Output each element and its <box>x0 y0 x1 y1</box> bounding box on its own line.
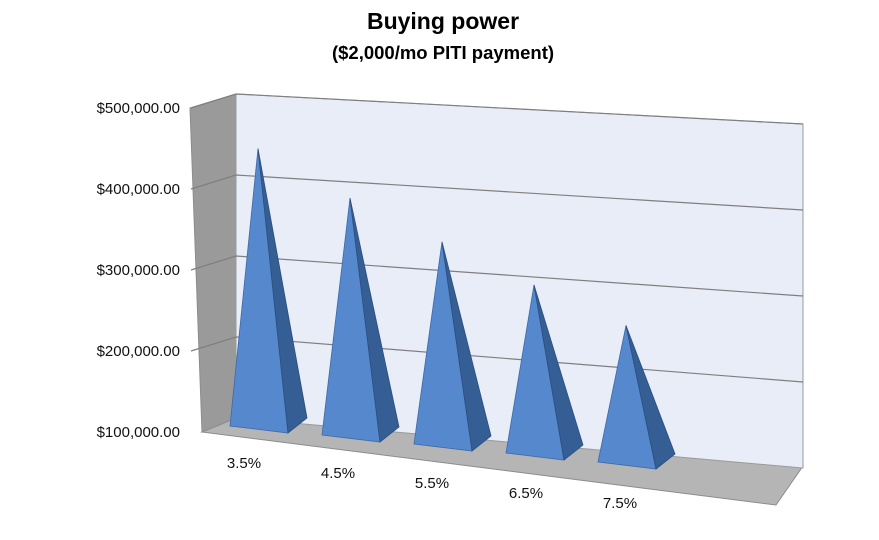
bar <box>321 197 400 443</box>
gridline <box>190 336 804 383</box>
x-tick-label: 6.5% <box>509 485 543 502</box>
bar-side-face <box>257 148 308 434</box>
chart-title: Buying power <box>367 8 519 34</box>
gridline <box>190 93 804 125</box>
gridlines <box>190 93 804 383</box>
bar-side-face <box>441 241 492 452</box>
bar <box>229 148 308 434</box>
bar-side-face <box>625 325 676 470</box>
bar <box>597 325 676 470</box>
x-tick-label: 7.5% <box>603 495 637 512</box>
y-tick-label: $200,000.00 <box>97 343 180 360</box>
bars <box>229 148 676 470</box>
gridline <box>190 174 804 211</box>
bar-side-face <box>533 284 584 461</box>
x-tick-label: 5.5% <box>415 475 449 492</box>
bar <box>505 284 584 461</box>
y-tick-label: $300,000.00 <box>97 262 180 279</box>
bar-side-face <box>349 197 400 443</box>
bar <box>413 241 492 452</box>
x-tick-label: 4.5% <box>321 465 355 482</box>
gridline <box>190 255 804 297</box>
y-tick-label: $500,000.00 <box>97 100 180 117</box>
y-tick-label: $100,000.00 <box>97 424 180 441</box>
y-tick-label: $400,000.00 <box>97 181 180 198</box>
x-axis-ticks: 3.5% 4.5% 5.5% 6.5% 7.5% <box>227 455 637 512</box>
chart-subtitle: ($2,000/mo PITI payment) <box>332 42 554 63</box>
x-tick-label: 3.5% <box>227 455 261 472</box>
y-axis-ticks: $100,000.00 $200,000.00 $300,000.00 $400,00… <box>97 100 180 441</box>
